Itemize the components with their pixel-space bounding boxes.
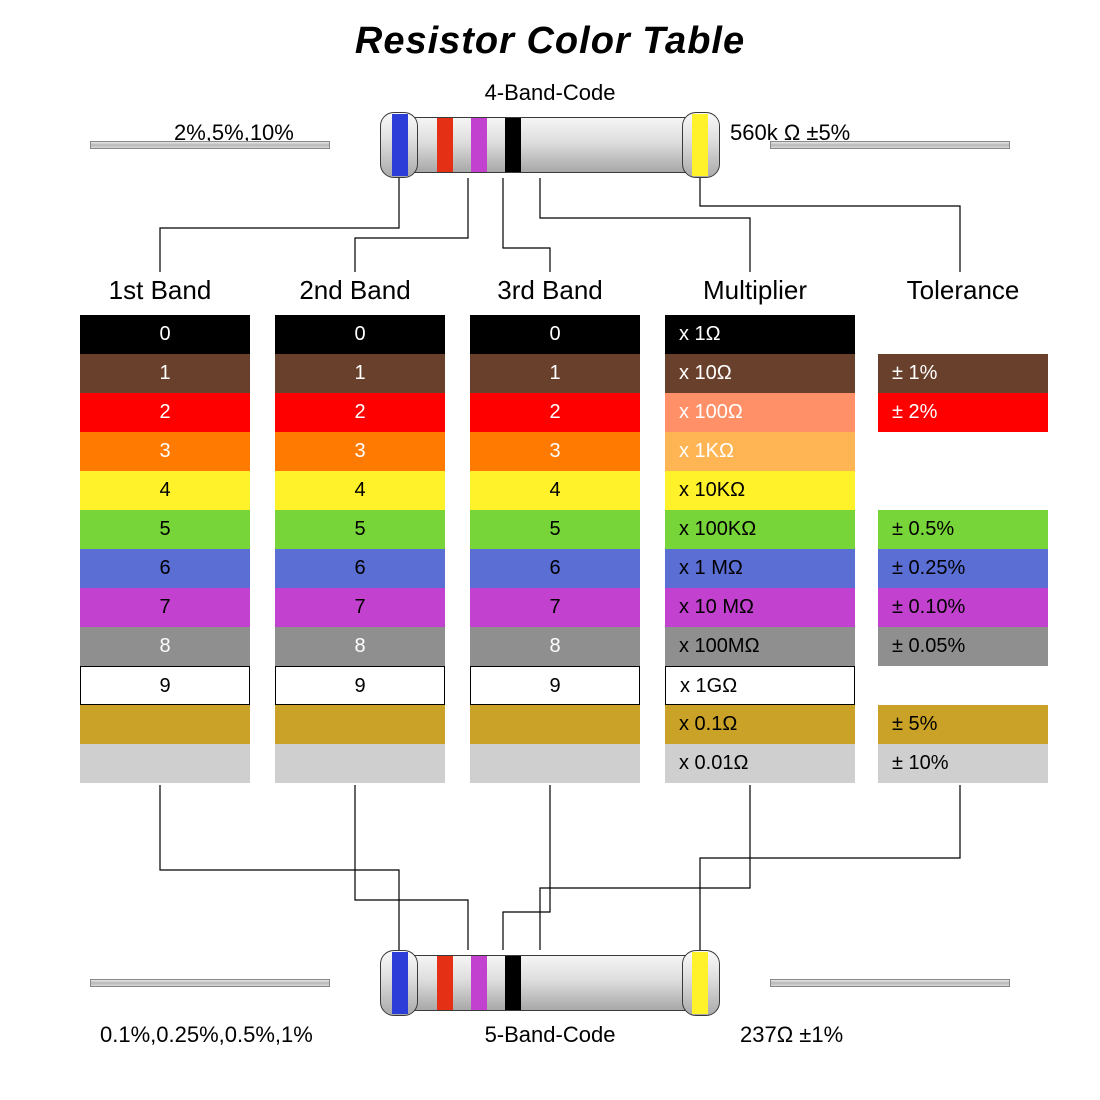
column-mult: x 1Ωx 10Ωx 100Ωx 1KΩx 10KΩx 100KΩx 1 MΩx… xyxy=(665,315,855,783)
top-resistor xyxy=(90,112,1010,178)
color-cell: x 10KΩ xyxy=(665,471,855,510)
tolerance-cell: ± 0.05% xyxy=(878,627,1048,666)
color-cell: 0 xyxy=(80,315,250,354)
column-first: 0123456789 xyxy=(80,315,250,783)
column-third: 0123456789 xyxy=(470,315,640,783)
top-band-1 xyxy=(392,114,408,176)
header-third: 3rd Band xyxy=(465,275,635,306)
color-cell: x 100Ω xyxy=(665,393,855,432)
top-band-5 xyxy=(692,114,708,176)
color-cell: 4 xyxy=(80,471,250,510)
color-cell: 4 xyxy=(275,471,445,510)
color-cell: 6 xyxy=(80,549,250,588)
color-cell: 0 xyxy=(470,315,640,354)
tolerance-cell: ± 0.25% xyxy=(878,549,1048,588)
color-cell: 1 xyxy=(80,354,250,393)
color-cell: x 1GΩ xyxy=(665,666,855,705)
color-cell xyxy=(275,744,445,783)
color-cell xyxy=(470,705,640,744)
color-cell xyxy=(80,705,250,744)
color-cell: 1 xyxy=(275,354,445,393)
color-cell: 9 xyxy=(80,666,250,705)
color-cell: 2 xyxy=(470,393,640,432)
bot-band-1 xyxy=(392,952,408,1014)
color-cell: 8 xyxy=(275,627,445,666)
tolerance-cell: ± 2% xyxy=(878,393,1048,432)
tolerance-cell: ± 0.10% xyxy=(878,588,1048,627)
color-cell: x 100KΩ xyxy=(665,510,855,549)
header-mult: Multiplier xyxy=(660,275,850,306)
color-cell: 8 xyxy=(80,627,250,666)
color-cell: x 1KΩ xyxy=(665,432,855,471)
bot-band-3 xyxy=(471,956,487,1010)
color-cell: 9 xyxy=(470,666,640,705)
tolerance-cell: ± 0.5% xyxy=(878,510,1048,549)
color-cell: 5 xyxy=(275,510,445,549)
column-second: 0123456789 xyxy=(275,315,445,783)
color-cell: 5 xyxy=(80,510,250,549)
color-cell: 0 xyxy=(275,315,445,354)
color-cell: 4 xyxy=(470,471,640,510)
color-cell: 3 xyxy=(470,432,640,471)
color-cell: 3 xyxy=(275,432,445,471)
color-cell: x 10 MΩ xyxy=(665,588,855,627)
column-tol: ± 1%± 2% ± 0.5%± 0.25%± 0.10%± 0.05% ± 5%±… xyxy=(878,315,1048,783)
color-cell: 1 xyxy=(470,354,640,393)
color-cell: 6 xyxy=(275,549,445,588)
top-band-3 xyxy=(471,118,487,172)
color-cell: 7 xyxy=(275,588,445,627)
color-cell: 6 xyxy=(470,549,640,588)
color-cell: 9 xyxy=(275,666,445,705)
tolerance-cell: ± 10% xyxy=(878,744,1048,783)
color-cell: x 100MΩ xyxy=(665,627,855,666)
bot-band-5 xyxy=(692,952,708,1014)
color-cell: 7 xyxy=(80,588,250,627)
color-cell: x 0.01Ω xyxy=(665,744,855,783)
bot-band-2 xyxy=(437,956,453,1010)
bot-band-4 xyxy=(505,956,521,1010)
color-cell: 3 xyxy=(80,432,250,471)
color-cell: 5 xyxy=(470,510,640,549)
color-cell: x 10Ω xyxy=(665,354,855,393)
top-code-label: 4-Band-Code xyxy=(0,80,1100,106)
color-cell: x 1Ω xyxy=(665,315,855,354)
color-cell xyxy=(275,705,445,744)
header-second: 2nd Band xyxy=(270,275,440,306)
color-cell: x 0.1Ω xyxy=(665,705,855,744)
tolerance-cell: ± 1% xyxy=(878,354,1048,393)
color-cell: x 1 MΩ xyxy=(665,549,855,588)
color-cell: 2 xyxy=(275,393,445,432)
color-cell xyxy=(470,744,640,783)
bottom-code-label: 5-Band-Code xyxy=(0,1022,1100,1048)
top-band-2 xyxy=(437,118,453,172)
color-cell xyxy=(80,744,250,783)
header-first: 1st Band xyxy=(75,275,245,306)
page-title: Resistor Color Table xyxy=(0,20,1100,63)
color-cell: 7 xyxy=(470,588,640,627)
bottom-resistor xyxy=(90,950,1010,1016)
header-tol: Tolerance xyxy=(878,275,1048,306)
color-cell: 2 xyxy=(80,393,250,432)
top-band-4 xyxy=(505,118,521,172)
tolerance-cell: ± 5% xyxy=(878,705,1048,744)
color-cell: 8 xyxy=(470,627,640,666)
